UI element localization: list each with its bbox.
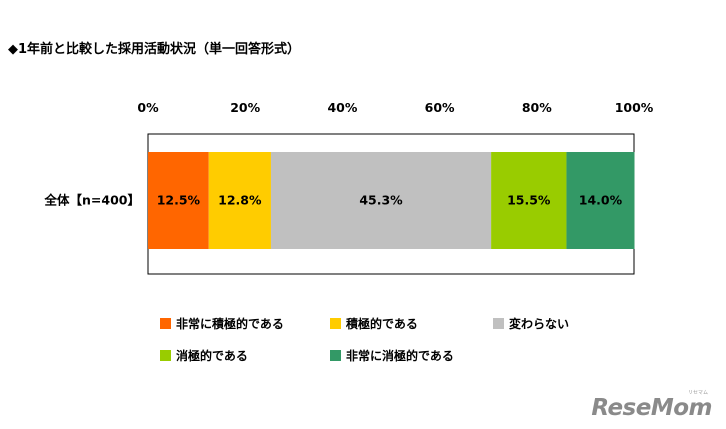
bar-segment [566, 152, 635, 249]
watermark-kana: リセマム [687, 390, 708, 396]
data-label: 14.0% [579, 193, 623, 208]
legend-item: 非常に消極的である [330, 347, 454, 364]
legend-label: 消極的である [176, 349, 248, 363]
y-axis: 全体【n=400】 [44, 193, 140, 208]
x-tick-label: 60% [425, 100, 455, 115]
x-tick-label: 0% [137, 100, 159, 115]
data-label: 12.8% [218, 193, 262, 208]
x-axis: 0% 20% 40% 60% 80% 100% [137, 100, 653, 115]
legend-label: 非常に消極的である [346, 349, 454, 363]
legend: 非常に積極的である 積極的である 変わらない消極的である 非常に消極的である [160, 315, 580, 375]
data-label: 12.5% [157, 193, 201, 208]
legend-item: 変わらない [493, 315, 569, 332]
bar-segment [148, 152, 209, 249]
x-tick-label: 20% [230, 100, 260, 115]
legend-swatch [330, 318, 341, 329]
category-label: 全体【n=400】 [44, 193, 140, 208]
x-tick-label: 40% [327, 100, 357, 115]
legend-swatch [160, 350, 171, 361]
bar-segment [270, 152, 492, 249]
data-label: 15.5% [507, 193, 551, 208]
x-tick-label: 80% [522, 100, 552, 115]
legend-swatch [493, 318, 504, 329]
watermark-logo: ReseMom [591, 395, 712, 421]
legend-swatch [160, 318, 171, 329]
legend-swatch [330, 350, 341, 361]
bar-segment [491, 152, 567, 249]
legend-item: 積極的である [330, 315, 418, 332]
legend-item: 非常に積極的である [160, 315, 284, 332]
bar-segment [208, 152, 271, 249]
bar-series: 12.5% 12.8% 45.3% 15.5% 14.0% [148, 152, 635, 249]
legend-item: 消極的である [160, 347, 248, 364]
legend-label: 変わらない [509, 317, 570, 331]
data-label: 45.3% [359, 193, 403, 208]
x-tick-label: 100% [615, 100, 654, 115]
chart-title: ◆1年前と比較した採用活動状況（単一回答形式） [8, 42, 301, 57]
legend-label: 積極的である [346, 317, 418, 331]
legend-label: 非常に積極的である [176, 317, 284, 331]
